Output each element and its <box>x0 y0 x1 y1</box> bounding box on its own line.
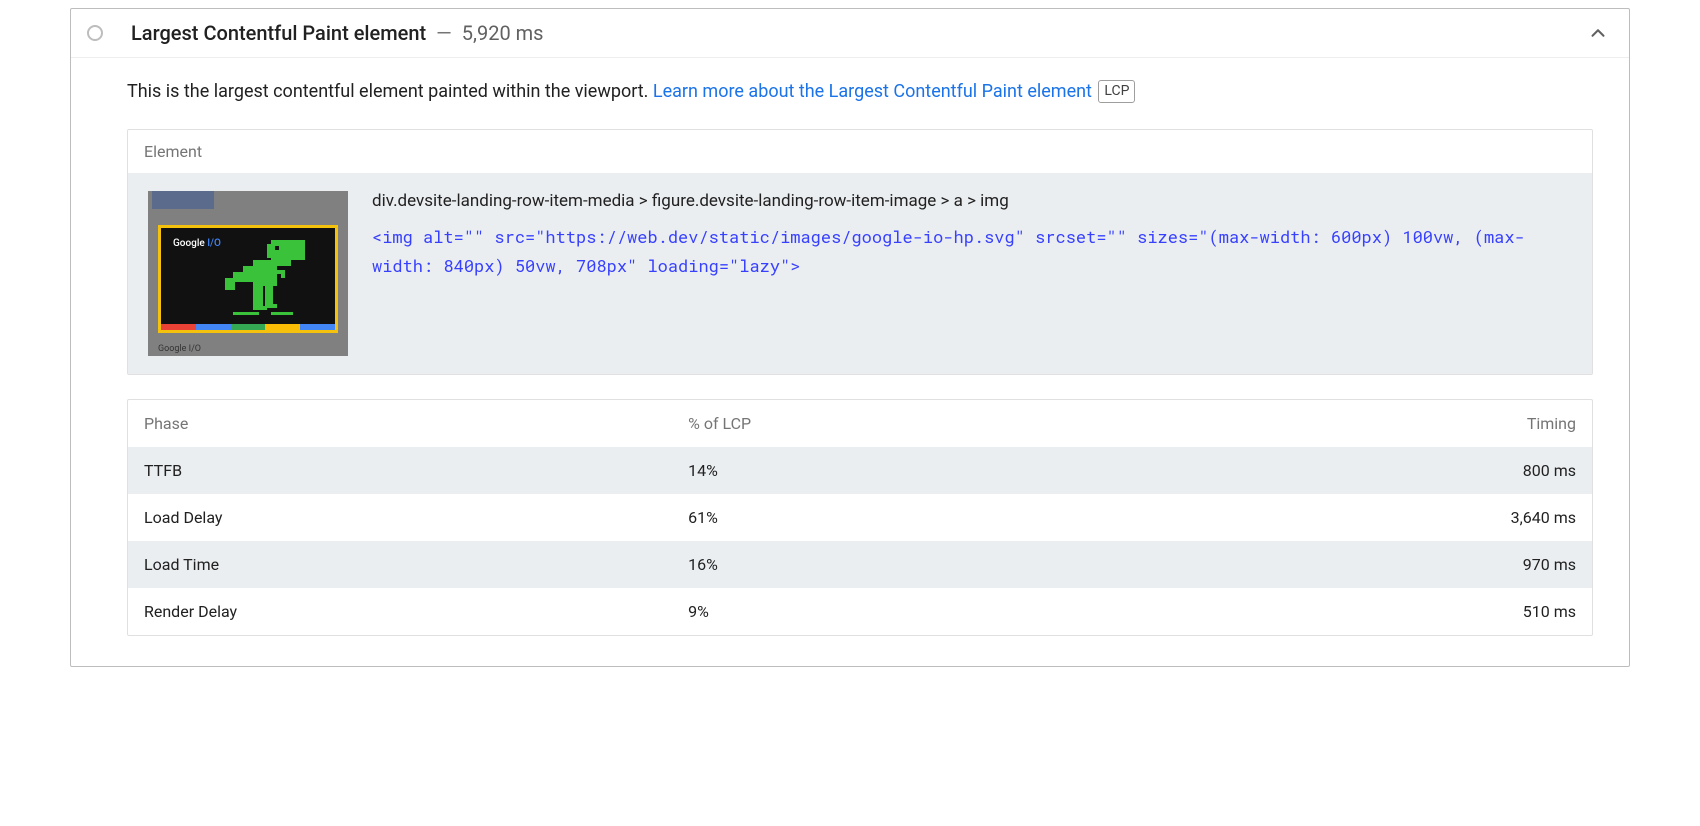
dino-icon <box>225 240 313 322</box>
phase-pct: 9% <box>688 602 1118 621</box>
phase-pct: 14% <box>688 461 1118 480</box>
table-row: Load Time16%970 ms <box>128 541 1592 588</box>
element-snippet: <img alt="" src="https://web.dev/static/… <box>372 223 1572 281</box>
element-text: div.devsite-landing-row-item-media > fig… <box>372 191 1572 281</box>
audit-separator: — <box>436 21 452 45</box>
chevron-up-icon[interactable] <box>1587 22 1609 44</box>
phase-name: TTFB <box>144 461 688 480</box>
audit-description: This is the largest contentful element p… <box>127 78 1593 105</box>
element-thumbnail: Google I/O <box>148 191 348 356</box>
table-row: TTFB14%800 ms <box>128 447 1592 494</box>
col-header-pct: % of LCP <box>688 414 1118 433</box>
audit-value: 5,920 ms <box>462 21 544 45</box>
col-header-timing: Timing <box>1118 414 1576 433</box>
element-panel-body: Google I/O <box>128 173 1592 374</box>
phase-name: Load Delay <box>144 508 688 527</box>
lcp-badge: LCP <box>1098 80 1135 103</box>
learn-more-link[interactable]: Learn more about the Largest Contentful … <box>653 81 1092 102</box>
audit-title: Largest Contentful Paint element <box>131 21 426 45</box>
phase-pct: 16% <box>688 555 1118 574</box>
phase-timing: 800 ms <box>1118 461 1576 480</box>
audit-card: Largest Contentful Paint element — 5,920… <box>70 8 1630 667</box>
phase-table: Phase % of LCP Timing TTFB14%800 msLoad … <box>127 399 1593 636</box>
phase-table-header: Phase % of LCP Timing <box>128 400 1592 447</box>
phase-name: Render Delay <box>144 602 688 621</box>
phase-name: Load Time <box>144 555 688 574</box>
audit-body: This is the largest contentful element p… <box>71 58 1629 666</box>
element-selector: div.devsite-landing-row-item-media > fig… <box>372 191 1572 211</box>
table-row: Render Delay9%510 ms <box>128 588 1592 635</box>
phase-timing: 970 ms <box>1118 555 1576 574</box>
phase-timing: 3,640 ms <box>1118 508 1576 527</box>
col-header-phase: Phase <box>144 414 688 433</box>
phase-pct: 61% <box>688 508 1118 527</box>
phase-timing: 510 ms <box>1118 602 1576 621</box>
element-panel-header: Element <box>128 130 1592 173</box>
status-circle-icon <box>87 25 103 41</box>
description-text: This is the largest contentful element p… <box>127 81 653 102</box>
element-panel: Element Google I/O <box>127 129 1593 375</box>
table-row: Load Delay61%3,640 ms <box>128 494 1592 541</box>
audit-header[interactable]: Largest Contentful Paint element — 5,920… <box>71 9 1629 57</box>
